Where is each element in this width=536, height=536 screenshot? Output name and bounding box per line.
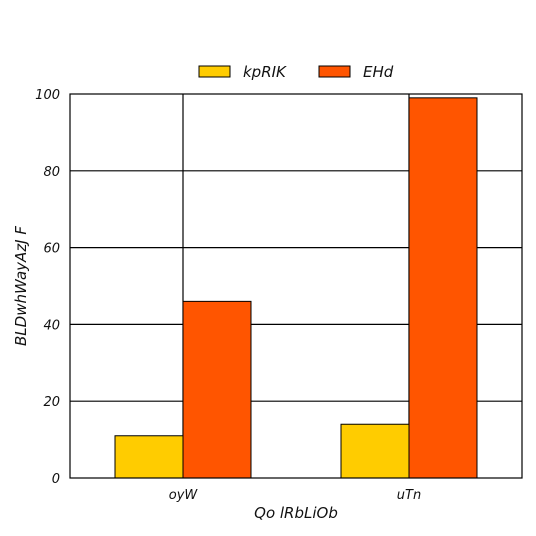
plot-frame	[69, 93, 523, 479]
y-tick-label: 0	[52, 472, 60, 487]
x-tick-label-uTn: uTn	[397, 488, 421, 503]
tick-labels: 0 20 40 60 80 100 oyW uTn	[35, 88, 421, 503]
bar-EHd-oyW	[182, 300, 252, 479]
x-tick-label-oyW: oyW	[169, 488, 199, 503]
legend: kpRIK EHd	[198, 63, 394, 81]
y-tick-label: 80	[43, 165, 60, 180]
bar-kpRIK-oyW	[114, 435, 184, 479]
bars	[114, 97, 478, 479]
y-axis-title: BLDwhWayAzJ F	[12, 226, 30, 346]
y-tick-label: 60	[43, 242, 60, 257]
y-tick-label: 100	[35, 88, 60, 103]
legend-label-kpRIK: kpRIK	[243, 63, 287, 81]
y-tick-label: 40	[43, 318, 60, 333]
y-tick-label: 20	[43, 395, 60, 410]
legend-label-EHd: EHd	[363, 63, 394, 81]
bar-EHd-uTn	[408, 97, 478, 479]
x-axis-title: Qo lRbLiOb	[254, 504, 338, 522]
legend-swatch-EHd	[318, 65, 351, 78]
legend-swatch-kpRIK	[198, 65, 231, 78]
bar-kpRIK-uTn	[340, 423, 410, 479]
